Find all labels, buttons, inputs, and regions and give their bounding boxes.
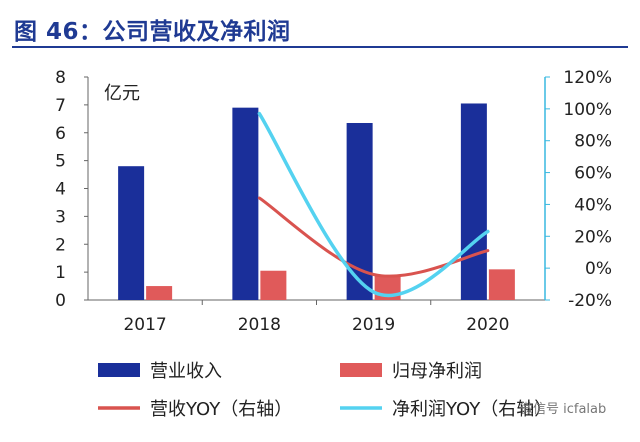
left-tick-label: 3 bbox=[55, 207, 66, 227]
chart-lines bbox=[257, 111, 490, 298]
legend-revenue-yoy-label: 营收YOY（右轴） bbox=[150, 399, 292, 420]
right-tick-label: -20% bbox=[568, 291, 612, 311]
bar-revenue bbox=[460, 103, 487, 300]
left-tick-label: 5 bbox=[55, 152, 66, 172]
right-tick-label: 120% bbox=[563, 68, 612, 88]
left-tick-label: 0 bbox=[55, 291, 66, 311]
bar-revenue bbox=[118, 166, 145, 300]
unit-label: 亿元 bbox=[104, 83, 140, 104]
bar-net-profit bbox=[146, 286, 173, 300]
right-tick-label: 60% bbox=[574, 164, 612, 184]
x-tick-label: 2018 bbox=[238, 315, 281, 335]
right-tick-label: 100% bbox=[563, 100, 612, 120]
left-tick-label: 6 bbox=[55, 124, 66, 144]
left-tick-label: 1 bbox=[55, 263, 66, 283]
left-tick-label: 2 bbox=[55, 235, 66, 255]
chart-bars bbox=[118, 103, 515, 301]
line-net-profit-yoy bbox=[257, 111, 490, 298]
bar-net-profit bbox=[488, 269, 515, 300]
line-revenue-yoy bbox=[257, 196, 490, 278]
left-tick-label: 7 bbox=[55, 96, 66, 116]
bar-revenue bbox=[232, 107, 259, 300]
right-tick-label: 20% bbox=[574, 227, 612, 247]
x-tick-label: 2019 bbox=[352, 315, 395, 335]
legend-net-profit-label: 归母净利润 bbox=[392, 361, 482, 382]
x-tick-label: 2017 bbox=[123, 315, 166, 335]
title-divider bbox=[12, 46, 628, 48]
bar-net-profit bbox=[260, 270, 287, 300]
right-tick-label: 40% bbox=[574, 195, 612, 215]
legend-revenue-swatch bbox=[98, 363, 140, 377]
left-tick-label: 4 bbox=[55, 180, 66, 200]
chart-labels: 0 1 2 3 4 5 6 7 8 -20% 0% 20% 40% 60% 80% 100% 120% 亿元 201… bbox=[55, 68, 612, 335]
legend-net-profit-yoy-label: 净利润YOY（右轴） bbox=[392, 399, 552, 420]
legend-net-profit-swatch bbox=[340, 363, 382, 377]
watermark-text: 微信号 icfalab bbox=[520, 402, 607, 417]
right-tick-label: 80% bbox=[574, 132, 612, 152]
x-tick-label: 2020 bbox=[466, 315, 509, 335]
left-tick-label: 8 bbox=[55, 68, 66, 88]
right-tick-label: 0% bbox=[585, 259, 612, 279]
legend-revenue-label: 营业收入 bbox=[150, 361, 222, 382]
figure-title: 图 46：公司营收及净利润 bbox=[14, 19, 291, 45]
